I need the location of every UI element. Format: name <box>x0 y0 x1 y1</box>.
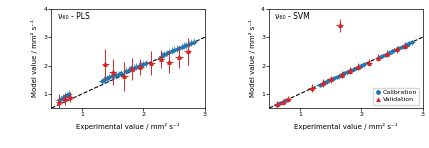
Y-axis label: Model value / mm² s⁻¹: Model value / mm² s⁻¹ <box>31 20 38 97</box>
X-axis label: Experimental value / mm² s⁻¹: Experimental value / mm² s⁻¹ <box>76 123 180 130</box>
Text: ν₆₀ - PLS: ν₆₀ - PLS <box>57 12 89 21</box>
Legend: Calibration, Validation: Calibration, Validation <box>372 88 420 105</box>
Text: ν₆₀ - SVM: ν₆₀ - SVM <box>275 12 310 21</box>
X-axis label: Experimental value / mm² s⁻¹: Experimental value / mm² s⁻¹ <box>294 123 398 130</box>
Y-axis label: Model value / mm² s⁻¹: Model value / mm² s⁻¹ <box>248 20 256 97</box>
